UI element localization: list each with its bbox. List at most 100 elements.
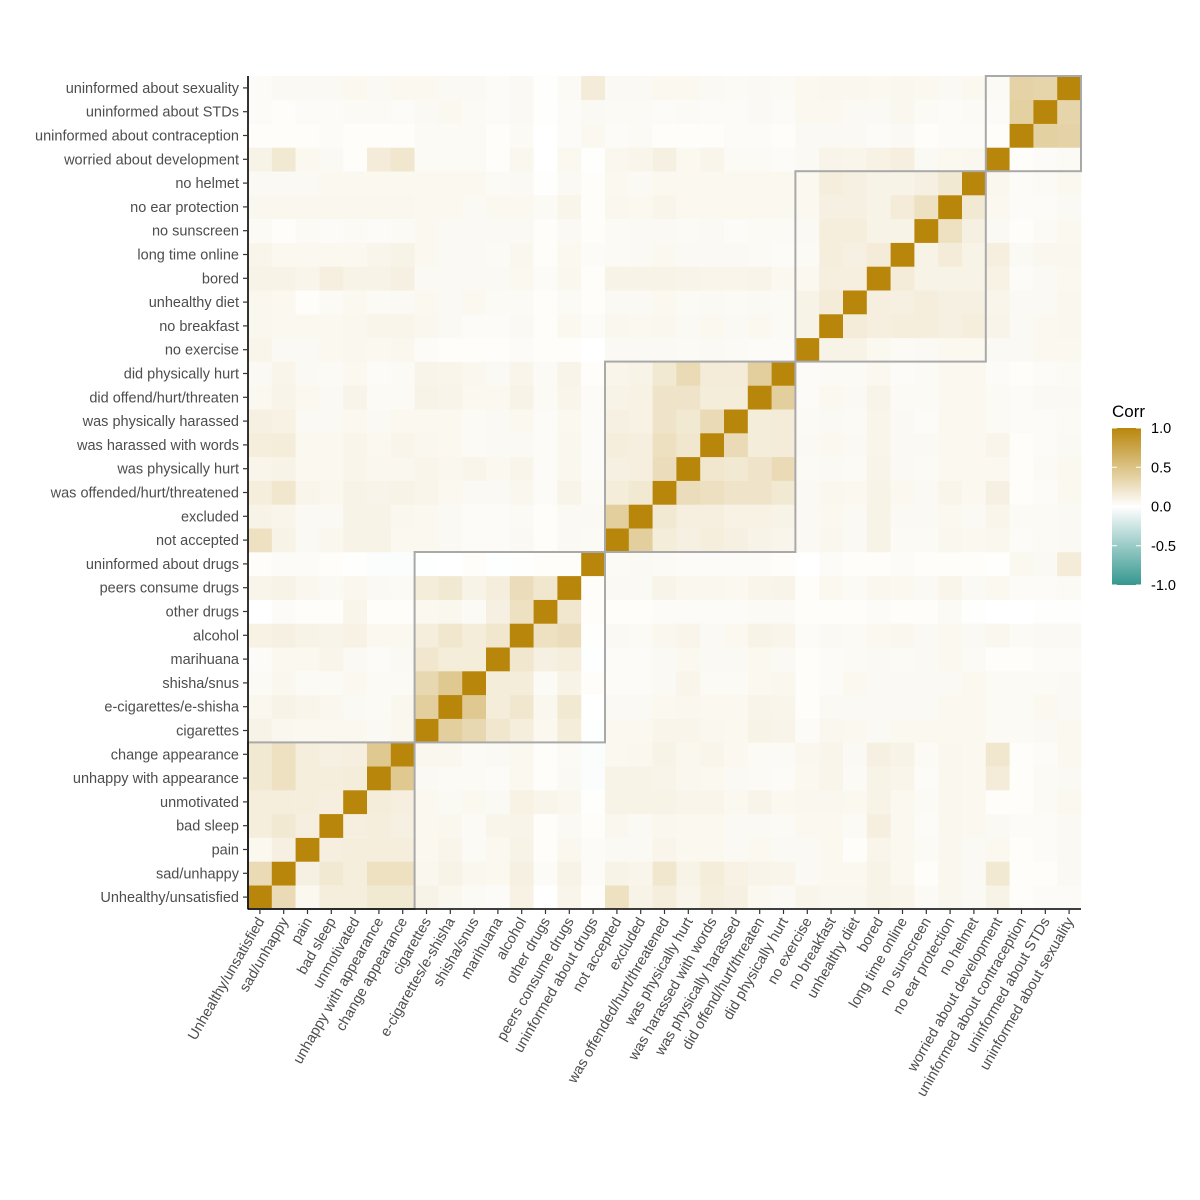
heatmap-cell xyxy=(700,361,725,386)
heatmap-cell xyxy=(795,361,820,386)
heatmap-cell xyxy=(938,195,963,220)
heatmap-cell xyxy=(248,433,273,458)
heatmap-cell xyxy=(1033,99,1058,124)
heatmap-cell xyxy=(486,409,511,434)
heatmap-cell xyxy=(843,171,868,196)
heatmap-cell xyxy=(271,433,296,458)
heatmap-cell xyxy=(890,266,915,291)
heatmap-cell xyxy=(1057,861,1082,886)
heatmap-cell xyxy=(557,171,582,196)
heatmap-cell xyxy=(248,813,273,838)
heatmap-cell xyxy=(509,861,534,886)
heatmap-cell xyxy=(390,766,415,791)
heatmap-cell xyxy=(1057,337,1082,362)
heatmap-cell xyxy=(581,290,606,315)
heatmap-cell xyxy=(486,147,511,172)
heatmap-cell xyxy=(843,528,868,553)
heatmap-cell xyxy=(985,433,1010,458)
heatmap-cell xyxy=(367,99,392,124)
heatmap-cell xyxy=(914,647,939,672)
heatmap-cell xyxy=(866,409,891,434)
heatmap-cell xyxy=(271,147,296,172)
heatmap-cell xyxy=(890,123,915,148)
heatmap-cell xyxy=(700,599,725,624)
heatmap-cell xyxy=(652,790,677,815)
heatmap-cell xyxy=(581,623,606,648)
heatmap-cell xyxy=(985,480,1010,505)
heatmap-cell xyxy=(533,861,558,886)
y-tick-label: uninformed about contraception xyxy=(35,129,239,145)
heatmap-cell xyxy=(533,99,558,124)
heatmap-cell xyxy=(1009,218,1034,243)
heatmap-cell xyxy=(533,766,558,791)
heatmap-cell xyxy=(390,813,415,838)
heatmap-cell xyxy=(295,575,320,600)
heatmap-cell xyxy=(724,337,749,362)
heatmap-cell xyxy=(938,671,963,696)
heatmap-cell xyxy=(962,456,987,481)
heatmap-cell xyxy=(819,742,844,767)
heatmap-cell xyxy=(438,218,463,243)
heatmap-cell xyxy=(438,123,463,148)
heatmap-cell xyxy=(914,766,939,791)
heatmap-cell xyxy=(747,385,772,410)
heatmap-cell xyxy=(890,694,915,719)
heatmap-cell xyxy=(628,599,653,624)
heatmap-cell xyxy=(652,504,677,529)
heatmap-cell xyxy=(819,623,844,648)
heatmap-cell xyxy=(509,766,534,791)
heatmap-cell xyxy=(1057,480,1082,505)
heatmap-cell xyxy=(700,790,725,815)
heatmap-cell xyxy=(486,885,511,910)
heatmap-cell xyxy=(962,718,987,743)
heatmap-cell xyxy=(343,742,368,767)
heatmap-cell xyxy=(390,171,415,196)
heatmap-cell xyxy=(843,147,868,172)
heatmap-cell xyxy=(486,837,511,862)
heatmap-cell xyxy=(676,123,701,148)
y-tick-label: unhappy with appearance xyxy=(73,771,239,787)
heatmap-cell xyxy=(271,766,296,791)
heatmap-cell xyxy=(390,480,415,505)
heatmap-cell xyxy=(605,456,630,481)
heatmap-cell xyxy=(795,385,820,410)
heatmap-cell xyxy=(343,552,368,577)
heatmap-cell xyxy=(605,290,630,315)
heatmap-cell xyxy=(890,813,915,838)
heatmap-cell xyxy=(295,504,320,529)
heatmap-cell xyxy=(462,195,487,220)
heatmap-cell xyxy=(533,337,558,362)
heatmap-cell xyxy=(914,504,939,529)
heatmap-cell xyxy=(390,218,415,243)
heatmap-cell xyxy=(438,290,463,315)
heatmap-cell xyxy=(700,314,725,339)
heatmap-cell xyxy=(1009,433,1034,458)
heatmap-cell xyxy=(747,671,772,696)
heatmap-cell xyxy=(248,218,273,243)
heatmap-cell xyxy=(890,290,915,315)
heatmap-cell xyxy=(295,456,320,481)
heatmap-cell xyxy=(462,242,487,267)
heatmap-cell xyxy=(390,456,415,481)
heatmap-cell xyxy=(938,409,963,434)
heatmap-cell xyxy=(700,171,725,196)
heatmap-cell xyxy=(414,337,439,362)
heatmap-cell xyxy=(866,266,891,291)
heatmap-cell xyxy=(747,218,772,243)
heatmap-cell xyxy=(652,171,677,196)
heatmap-cell xyxy=(1009,266,1034,291)
heatmap-cell xyxy=(1009,718,1034,743)
heatmap-cell xyxy=(390,528,415,553)
heatmap-cell xyxy=(652,694,677,719)
heatmap-cell xyxy=(652,195,677,220)
heatmap-cell xyxy=(890,480,915,505)
heatmap-cell xyxy=(438,76,463,101)
heatmap-cell xyxy=(652,242,677,267)
heatmap-cell xyxy=(581,528,606,553)
heatmap-cell xyxy=(390,147,415,172)
heatmap-cell xyxy=(462,409,487,434)
heatmap-cell xyxy=(914,813,939,838)
heatmap-cell xyxy=(962,361,987,386)
heatmap-cell xyxy=(890,885,915,910)
heatmap-cell xyxy=(462,337,487,362)
